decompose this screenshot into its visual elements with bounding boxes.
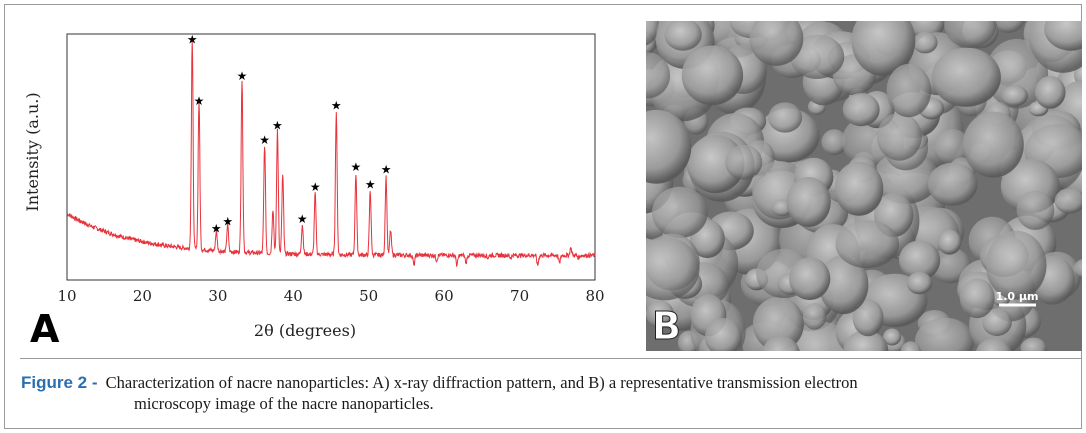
nanoparticle: [786, 177, 831, 227]
x-tick-label: 30: [208, 287, 227, 305]
nanoparticle: [1034, 75, 1066, 109]
peak-star-marker: ★: [351, 160, 362, 174]
nanoparticle: [927, 162, 978, 206]
peak-star-marker: ★: [211, 222, 222, 236]
nanoparticle: [818, 254, 869, 315]
panel-letter-b: B: [652, 304, 681, 348]
nanoparticle: [752, 296, 804, 351]
peak-star-marker: ★: [272, 118, 283, 132]
xrd-chart: ★★★★★★★★★★★★★ 10 20 30 40 50 60 70 80 Intensity…: [23, 32, 605, 351]
xrd-series-line: [66, 39, 596, 268]
nanoparticle: [664, 21, 702, 51]
nanoparticle: [835, 220, 900, 269]
nanoparticle: [1054, 188, 1082, 214]
nanoparticle: [646, 237, 700, 301]
nanoparticle: [852, 299, 884, 337]
nanoparticle: [686, 135, 745, 194]
nanoparticle: [843, 330, 889, 351]
peak-star-marker: ★: [194, 94, 205, 108]
nanoparticle: [821, 129, 848, 156]
nanoparticle: [646, 300, 674, 329]
nanoparticle: [992, 21, 1025, 33]
xrd-panel: ★ ★ ★ ★ ★ ★ ★ ★ ★ ★ ★ ★ ★ 10 20 30 40 50 60 70 80 Intensity…: [20, 20, 610, 351]
nanoparticle: [982, 308, 1012, 337]
x-tick-label: 50: [359, 287, 378, 305]
panel-letter-a: A: [30, 307, 60, 350]
nanoparticle: [1020, 337, 1047, 351]
nanoparticle: [851, 21, 916, 77]
scale-bar-label: 1.0 µm: [996, 290, 1039, 303]
nanoparticle: [790, 34, 845, 79]
x-tick-labels: 10 20 30 40 50 60 70 80: [57, 287, 604, 305]
x-axis-label: 2θ (degrees): [254, 321, 356, 340]
nanoparticle: [789, 257, 831, 301]
nanoparticle: [762, 335, 800, 351]
peak-star-marker: ★: [222, 214, 233, 228]
peak-star-marker: ★: [297, 212, 308, 226]
nanoparticle: [1001, 85, 1028, 107]
nanoparticle: [944, 21, 997, 48]
nanoparticle: [912, 31, 938, 54]
x-tick-label: 80: [585, 287, 604, 305]
peak-star-marker: ★: [237, 69, 248, 83]
tem-image-panel: 1.0 µm B: [646, 21, 1082, 351]
nanoparticle: [937, 229, 962, 255]
nanoparticle: [933, 129, 972, 166]
y-axis-label: Intensity (a.u.): [23, 92, 42, 211]
nanoparticle: [985, 38, 1049, 109]
nanoparticle-cluster: [646, 21, 1082, 351]
nanoparticle: [900, 341, 921, 351]
nanoparticle: [704, 318, 743, 351]
x-tick-label: 10: [57, 287, 76, 305]
nanoparticle: [749, 21, 804, 66]
peak-star-marker: ★: [381, 163, 392, 177]
nanoparticle: [1016, 190, 1055, 230]
caption-divider: [20, 358, 1082, 359]
nanoparticle: [842, 93, 880, 127]
nanoparticle: [886, 63, 932, 118]
nanoparticle: [652, 186, 708, 239]
x-tick-label: 20: [133, 287, 152, 305]
caption-text-line2: microscopy image of the nacre nanopartic…: [134, 394, 434, 413]
nanoparticle: [872, 151, 939, 204]
nanoparticle: [959, 278, 995, 319]
nanoparticle: [646, 109, 692, 184]
peak-star-marker: ★: [259, 133, 270, 147]
x-tick-label: 70: [510, 287, 529, 305]
nanoparticle: [906, 271, 933, 295]
nanoparticle: [646, 21, 660, 46]
nanoparticle: [1044, 21, 1082, 51]
peak-star-marker: ★: [310, 180, 321, 194]
nanoparticle: [883, 328, 902, 346]
nanoparticle: [899, 240, 941, 281]
nanoparticle: [985, 230, 1047, 300]
peak-star-marker: ★: [187, 32, 198, 46]
nanoparticle: [975, 338, 1012, 351]
xrd-plot-area: ★★★★★★★★★★★★★: [66, 32, 596, 268]
nanoparticle: [802, 303, 827, 330]
figure-label: Figure 2 -: [21, 373, 98, 392]
tem-micrograph: 1.0 µm B: [646, 21, 1082, 351]
plot-frame: [66, 33, 596, 281]
nanoparticle: [963, 111, 1024, 178]
nanoparticle: [725, 144, 763, 180]
x-tick-label: 40: [284, 287, 303, 305]
peak-star-marker: ★: [331, 99, 342, 113]
nanoparticle: [877, 112, 922, 161]
nanoparticle: [1073, 259, 1082, 279]
peak-star-marker: ★: [365, 177, 376, 191]
figure-caption: Figure 2 - Characterization of nacre nan…: [21, 372, 1071, 414]
nanoparticle: [915, 317, 975, 351]
nanoparticle: [646, 52, 671, 99]
caption-text-line1: Characterization of nacre nanoparticles:…: [105, 373, 858, 392]
nanoparticle: [931, 47, 1001, 107]
nanoparticle: [681, 45, 744, 106]
nanoparticle: [834, 161, 884, 216]
x-tick-label: 60: [435, 287, 454, 305]
nanoparticle: [768, 102, 803, 133]
